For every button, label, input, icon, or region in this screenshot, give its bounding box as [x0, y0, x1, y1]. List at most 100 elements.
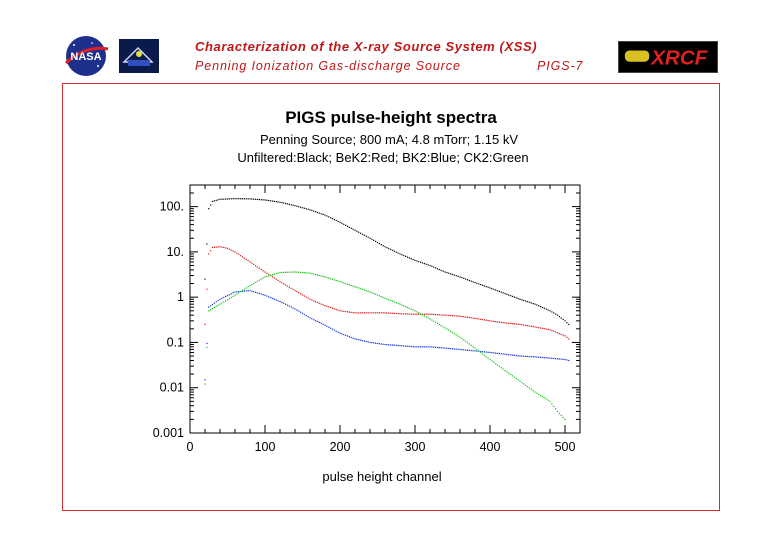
data-point — [226, 247, 229, 249]
data-point — [382, 343, 384, 345]
data-point — [496, 321, 499, 323]
data-point — [238, 253, 240, 255]
data-point — [350, 284, 352, 287]
data-point — [523, 324, 525, 326]
data-point — [429, 313, 431, 315]
data-point — [412, 313, 414, 315]
data-point — [326, 305, 328, 307]
data-point — [311, 299, 313, 301]
data-point — [354, 312, 356, 314]
data-point — [294, 308, 296, 310]
data-point — [315, 211, 317, 213]
data-point — [360, 339, 362, 341]
data-point — [243, 257, 245, 259]
data-point — [436, 322, 439, 325]
data-point — [255, 198, 257, 200]
data-point — [528, 301, 530, 303]
data-point — [508, 372, 510, 374]
data-point — [393, 344, 395, 346]
data-point — [315, 319, 317, 322]
data-point — [530, 388, 532, 390]
data-point — [562, 334, 564, 336]
data-point — [534, 391, 536, 393]
data-point — [487, 357, 489, 359]
data-point — [320, 322, 322, 324]
data-point — [500, 367, 502, 369]
data-point — [243, 198, 245, 200]
data-point — [438, 323, 440, 326]
data-point — [412, 346, 414, 348]
data-point — [335, 219, 337, 222]
data-point — [303, 272, 305, 274]
data-point — [498, 352, 500, 355]
data-point — [393, 250, 395, 252]
data-point — [423, 313, 425, 315]
data-point — [328, 216, 330, 218]
data-point — [345, 282, 347, 285]
data-point — [519, 298, 521, 300]
data-point — [238, 291, 240, 293]
data-point — [376, 342, 379, 345]
data-point — [538, 393, 540, 396]
data-point — [373, 342, 375, 344]
data-point — [245, 287, 247, 289]
data-point — [442, 347, 444, 349]
data-point — [294, 289, 296, 292]
data-point — [215, 246, 217, 248]
data-point — [378, 343, 380, 345]
data-point — [376, 241, 379, 244]
data-point — [217, 199, 219, 201]
data-point — [241, 198, 244, 200]
data-point — [221, 302, 223, 304]
data-point — [206, 288, 208, 290]
data-point — [410, 345, 412, 348]
data-point — [380, 244, 382, 246]
data-point — [461, 338, 463, 340]
data-point — [346, 311, 349, 313]
data-point — [322, 304, 324, 306]
data-point — [266, 272, 268, 274]
data-point — [339, 281, 341, 283]
data-point — [408, 307, 410, 309]
data-point — [339, 332, 341, 334]
data-point — [476, 350, 478, 352]
data-point — [204, 379, 206, 381]
data-point — [433, 346, 435, 348]
data-point — [506, 371, 508, 373]
data-point — [330, 306, 332, 309]
data-point — [526, 386, 529, 388]
data-point — [331, 218, 334, 220]
data-point — [339, 310, 341, 312]
data-point — [309, 272, 311, 274]
data-point — [391, 344, 394, 346]
data-point — [453, 333, 455, 335]
data-point — [245, 290, 247, 292]
data-point — [256, 266, 259, 268]
data-point — [281, 271, 283, 274]
data-point — [476, 348, 478, 351]
data-point — [384, 312, 386, 314]
x-axis-label: pulse height channel — [322, 469, 441, 484]
data-point — [431, 346, 433, 348]
data-point — [474, 347, 476, 349]
data-point — [403, 345, 405, 347]
data-point — [350, 336, 352, 339]
data-point — [530, 302, 532, 304]
data-point — [249, 289, 251, 292]
data-point — [341, 333, 343, 335]
data-point — [485, 285, 487, 288]
data-point — [384, 297, 386, 299]
data-point — [367, 236, 369, 238]
data-point — [234, 198, 236, 200]
data-point — [241, 289, 244, 292]
data-point — [373, 292, 375, 295]
data-point — [472, 350, 474, 352]
header-code: PIGS-7 — [537, 59, 584, 73]
data-point — [408, 313, 410, 315]
data-point — [298, 271, 300, 273]
nasa-logo-text: NASA — [70, 51, 101, 63]
data-point — [305, 272, 307, 274]
data-point — [442, 270, 444, 272]
data-point — [450, 348, 452, 350]
data-point — [245, 258, 247, 261]
